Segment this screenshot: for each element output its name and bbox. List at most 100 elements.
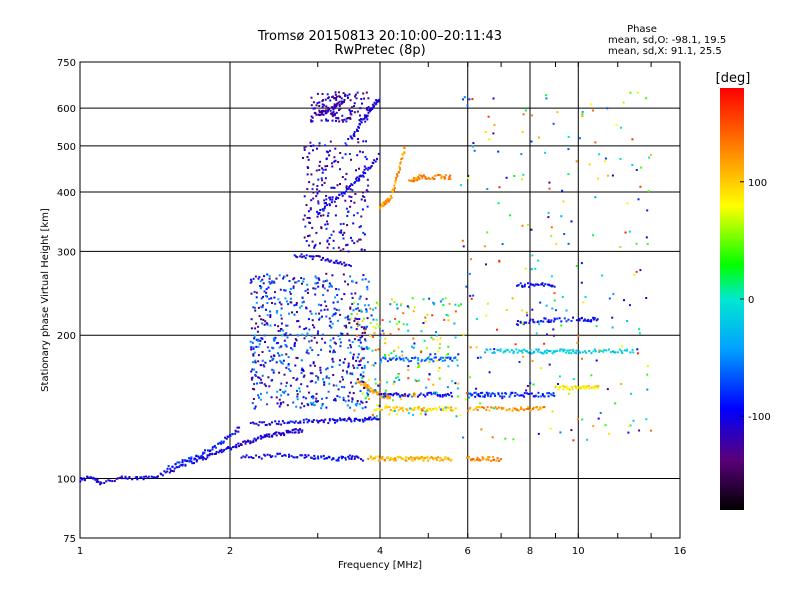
echo-point xyxy=(379,395,382,398)
echo-point xyxy=(604,157,607,160)
echo-point xyxy=(457,382,460,385)
echo-point xyxy=(352,364,355,367)
echo-point xyxy=(223,449,226,451)
echo-point xyxy=(354,181,357,183)
echo-point xyxy=(403,151,406,154)
echo-point xyxy=(433,391,436,394)
echo-point xyxy=(261,421,264,424)
echo-point xyxy=(486,406,489,409)
echo-point xyxy=(202,451,205,454)
echo-point xyxy=(428,297,431,300)
echo-point xyxy=(317,178,320,181)
echo-point xyxy=(293,313,296,316)
echo-point xyxy=(538,136,540,139)
echo-point xyxy=(364,327,367,330)
echo-point xyxy=(401,350,403,353)
echo-point xyxy=(477,406,480,409)
echo-point xyxy=(412,337,415,340)
echo-point xyxy=(319,371,322,374)
echo-point xyxy=(362,171,365,174)
echo-point xyxy=(580,317,583,320)
echo-point xyxy=(337,246,340,249)
echo-point xyxy=(339,417,341,420)
echo-point xyxy=(467,392,470,395)
echo-point xyxy=(441,298,444,301)
echo-point xyxy=(360,383,363,386)
echo-point xyxy=(326,165,329,167)
echo-point xyxy=(548,181,551,184)
echo-point xyxy=(333,399,336,402)
echo-point xyxy=(381,458,384,461)
echo-point xyxy=(399,304,402,307)
echo-point xyxy=(573,385,576,388)
echo-point xyxy=(367,109,370,112)
echo-point xyxy=(410,360,413,362)
echo-point xyxy=(308,391,310,394)
echo-point xyxy=(386,200,389,203)
echo-point xyxy=(293,343,296,346)
echo-point xyxy=(570,429,573,432)
echo-point xyxy=(190,456,193,459)
echo-point xyxy=(552,328,555,331)
echo-point xyxy=(429,407,432,410)
echo-point xyxy=(335,259,338,262)
echo-point xyxy=(286,274,289,277)
echo-point xyxy=(457,353,460,356)
echo-point xyxy=(272,432,275,435)
echo-point xyxy=(268,275,271,278)
echo-point xyxy=(346,316,349,319)
echo-point xyxy=(309,208,312,211)
echo-point xyxy=(366,395,369,397)
echo-point xyxy=(446,457,449,460)
echo-point xyxy=(363,196,366,198)
echo-point xyxy=(341,156,344,159)
echo-point xyxy=(308,255,311,258)
echo-point xyxy=(321,167,323,170)
echo-point xyxy=(240,443,243,446)
echo-point xyxy=(452,409,455,411)
echo-point xyxy=(363,249,366,251)
echo-point xyxy=(544,151,547,154)
echo-point xyxy=(587,385,590,387)
echo-point xyxy=(340,97,343,100)
echo-point xyxy=(444,297,447,300)
echo-point xyxy=(320,348,323,351)
echo-point xyxy=(363,329,366,332)
echo-point xyxy=(325,105,328,108)
echo-point xyxy=(365,384,368,387)
echo-point xyxy=(541,283,543,286)
echo-point xyxy=(384,356,387,359)
echo-point xyxy=(292,278,295,281)
echo-point xyxy=(249,340,252,343)
echo-point xyxy=(343,261,346,264)
echo-point xyxy=(265,322,268,325)
echo-point xyxy=(288,431,291,434)
echo-point xyxy=(424,410,427,413)
echo-point xyxy=(328,324,331,327)
echo-point xyxy=(180,463,183,466)
echo-point xyxy=(456,359,459,362)
echo-point xyxy=(280,361,283,364)
y-tick-label: 75 xyxy=(63,534,76,545)
echo-point xyxy=(306,385,309,388)
echo-point xyxy=(372,308,374,311)
echo-point xyxy=(628,230,631,233)
echo-point xyxy=(608,432,611,435)
echo-point xyxy=(260,318,263,321)
echo-point xyxy=(371,458,374,461)
echo-point xyxy=(420,409,423,412)
echo-point xyxy=(432,338,435,341)
echo-point xyxy=(384,395,387,398)
echo-point xyxy=(379,381,382,383)
chart-title: Tromsø 20150813 20:10:00–20:11:43 xyxy=(257,29,502,44)
echo-point xyxy=(220,442,223,445)
echo-point xyxy=(95,477,98,480)
echo-point xyxy=(349,117,352,120)
echo-point xyxy=(436,338,439,341)
colorbar-tick-label: 100 xyxy=(748,178,767,189)
echo-point xyxy=(332,108,335,111)
echo-point xyxy=(519,282,522,285)
echo-point xyxy=(620,126,622,129)
echo-point xyxy=(424,320,427,323)
echo-point xyxy=(485,458,488,461)
